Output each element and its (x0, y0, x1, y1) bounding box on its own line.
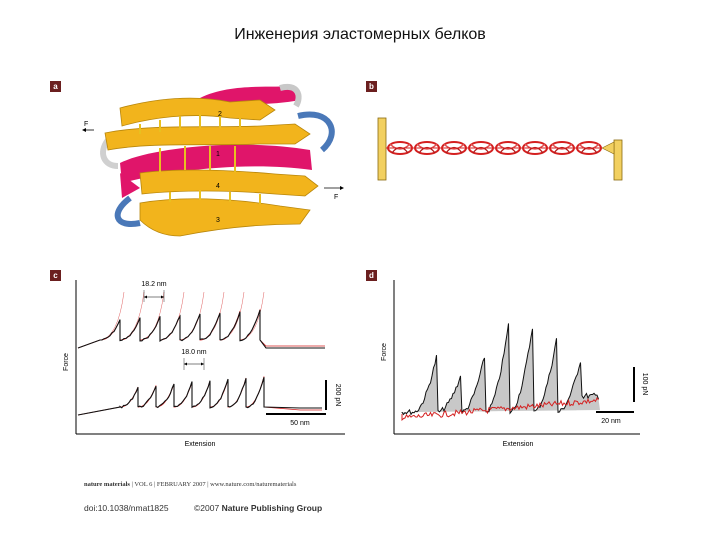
d-force-scale-label: 100 pN (641, 373, 648, 396)
d-y-label: Force (381, 343, 388, 361)
c-x-label: Extension (185, 441, 216, 448)
c-spacing-bottom: 18.0 nm (181, 349, 206, 356)
panel-c-tag: c (50, 270, 61, 281)
copyright-line: ©2007 Nature Publishing Group (194, 503, 322, 513)
helix-left (120, 173, 140, 198)
strand-label-3: 3 (216, 217, 220, 224)
volume-line: | VOL 6 | FEBRUARY 2007 | www.nature.com… (131, 481, 297, 488)
strand-label-2: 2 (218, 111, 222, 118)
c-force-scale-label: 200 pN (334, 384, 341, 407)
publisher-name: Nature Publishing Group (221, 503, 323, 513)
strand-4 (139, 169, 319, 197)
panel-d-tag: d (366, 270, 377, 281)
journal-name: nature materials (84, 481, 130, 488)
loop-left (114, 195, 141, 227)
c-ext-scale-label: 50 nm (290, 420, 310, 427)
strand-label-1: 1 (216, 151, 220, 158)
panel-c-force-extension: Force Extension 18.2 nm 18.0 nm 200 pN 5… (63, 280, 345, 448)
d-x-label: Extension (503, 441, 534, 448)
cantilever-tip (601, 141, 615, 155)
panel-a-tag: a (50, 81, 61, 92)
panel-b-tag: b (366, 81, 377, 92)
loop-grey-top (279, 83, 302, 108)
panel-d-force-extension: Force Extension 100 pN 20 nm (381, 280, 648, 448)
copyright-symbol: ©2007 (194, 503, 220, 513)
loop-grey-left (100, 138, 119, 169)
slide-title: Инженерия эластомерных белков (234, 26, 486, 43)
cantilever-anchor-right (613, 139, 623, 181)
c-spacing-top: 18.2 nm (141, 281, 166, 288)
c-y-label: Force (63, 353, 70, 371)
panel-b-polyprotein (377, 117, 623, 181)
d-ext-scale-label: 20 nm (601, 418, 621, 425)
strand-2 (119, 97, 276, 127)
strand-3 (139, 198, 311, 237)
surface-anchor-left (377, 117, 387, 181)
doi-text: doi:10.1038/nmat1825 (84, 503, 169, 513)
citation-line: nature materials | VOL 6 | FEBRUARY 2007… (84, 481, 296, 488)
panel-a-protein-structure: 2 1 4 3 F F (82, 83, 344, 237)
strand-label-4: 4 (216, 183, 220, 190)
loop-right (297, 111, 335, 153)
force-label-right: F (334, 194, 338, 201)
force-label-left: F (84, 121, 88, 128)
